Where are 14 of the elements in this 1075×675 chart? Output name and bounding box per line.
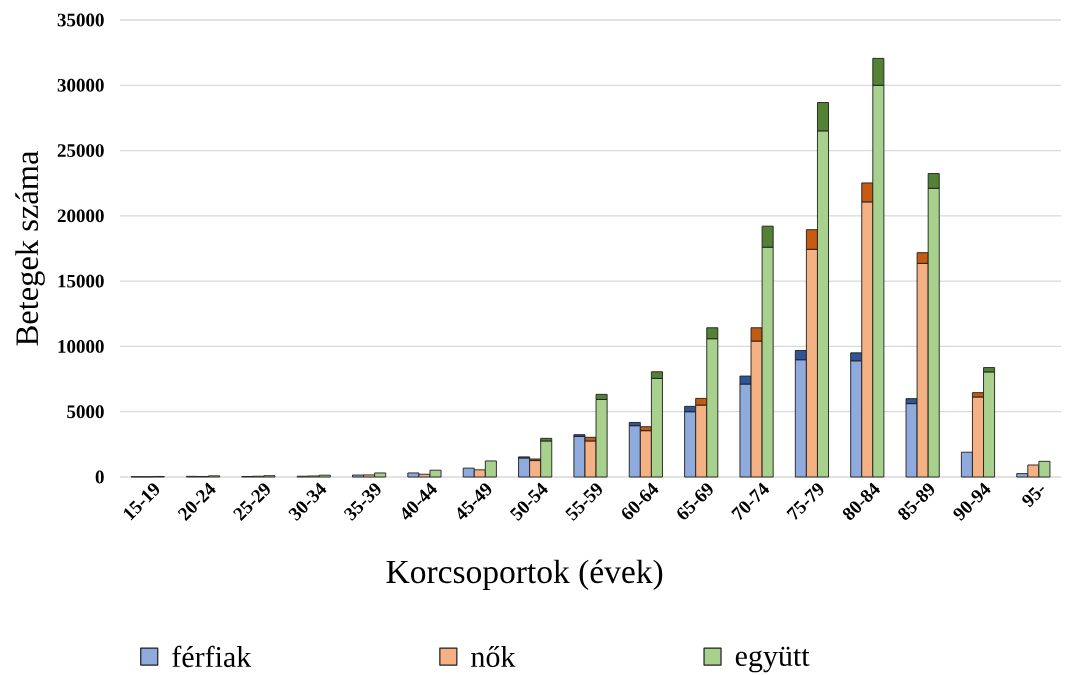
x-tick-label: 95-	[1022, 486, 1045, 508]
y-tick-label: 25000	[57, 144, 104, 157]
y-tick-label: 0	[95, 470, 104, 484]
y-tick-label: 5000	[67, 405, 104, 419]
y-tick-label: 35000	[57, 13, 104, 27]
legend-label: férfiak	[172, 645, 252, 668]
y-tick-label: 20000	[57, 209, 104, 223]
x-axis-title: Korcsoportok (évek)	[386, 559, 663, 591]
y-tick-label: 30000	[57, 78, 104, 92]
legend-label: nők	[471, 645, 516, 668]
y-axis-title: Betegek száma	[15, 151, 45, 346]
y-tick-label: 15000	[58, 274, 104, 288]
legend-label: együtt	[735, 646, 810, 673]
y-tick-label: 10000	[58, 340, 104, 353]
